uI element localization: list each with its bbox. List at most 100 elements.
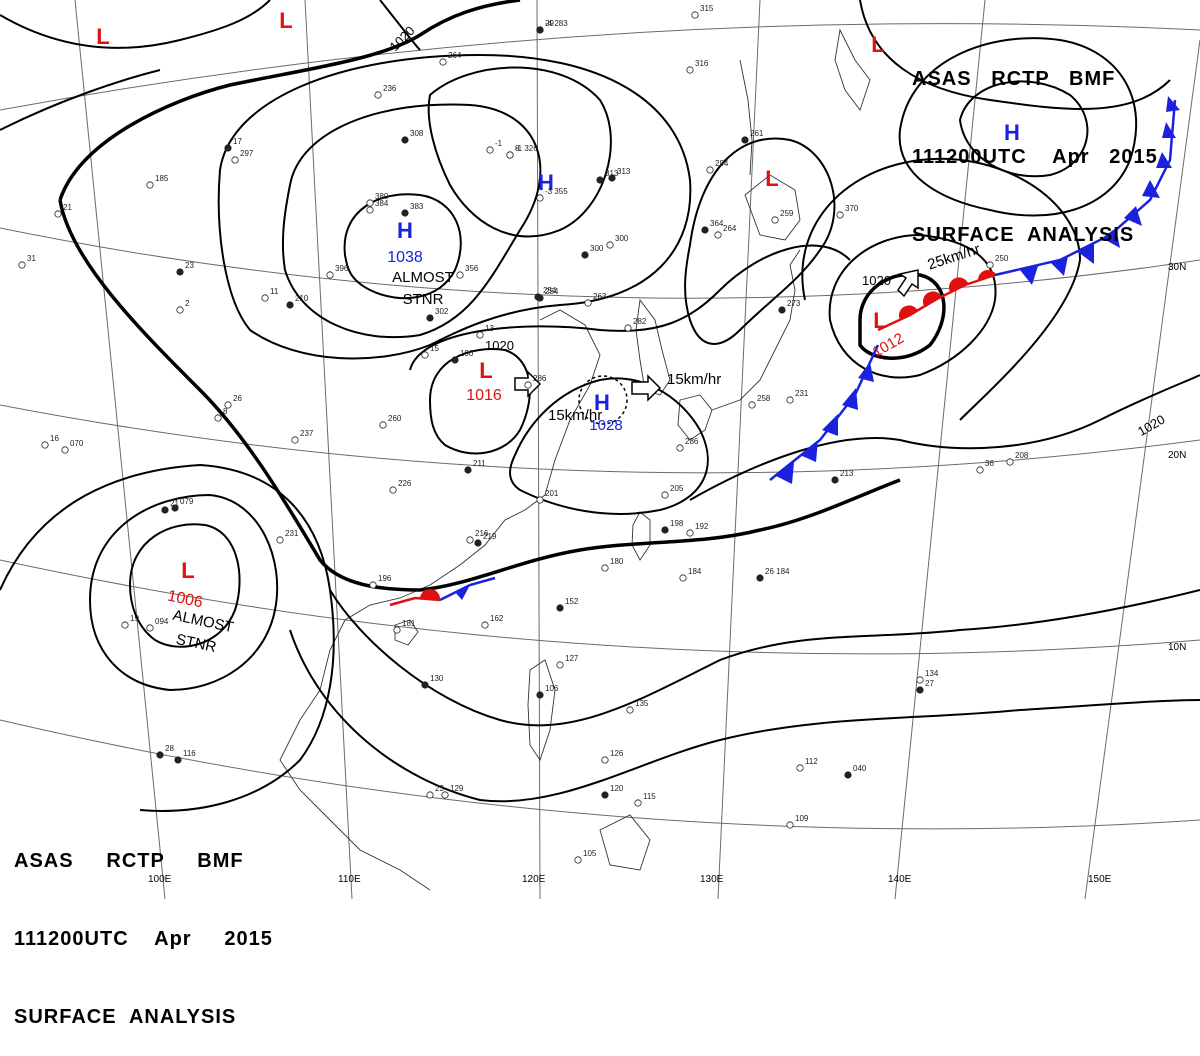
barb — [1156, 152, 1172, 168]
station-label: 294 — [715, 159, 729, 168]
station-label: 216 — [475, 529, 489, 538]
low-symbol: L — [871, 32, 884, 57]
header-line-2: 111200UTC Apr 2015 — [14, 928, 273, 950]
station-label: 205 — [670, 484, 684, 493]
station-marker — [844, 771, 852, 779]
meridian-100e — [74, 0, 166, 899]
station-label: 040 — [853, 764, 867, 773]
station-marker — [379, 421, 387, 429]
station-label: 184 — [688, 567, 702, 576]
station-label: 13 — [485, 324, 494, 333]
station-label: 127 — [565, 654, 579, 663]
barb — [1124, 206, 1142, 226]
latitude-axis: 30N 20N 10N — [1168, 262, 1186, 653]
station-marker — [389, 486, 397, 494]
station-label: 105 — [583, 849, 597, 858]
high-symbol: H — [397, 218, 413, 243]
station-marker — [369, 581, 377, 589]
station-marker — [393, 626, 401, 634]
pressure-centers: H 1038 ALMOST STNR H H H 1028 L 1016 L 1… — [96, 8, 1020, 656]
station-marker — [756, 574, 764, 582]
warm-front-bumps — [420, 270, 996, 600]
indochina-coast — [279, 719, 431, 891]
station-label: 211 — [473, 459, 486, 468]
barb — [1102, 228, 1120, 248]
bump — [922, 291, 942, 306]
station-marker — [18, 261, 26, 269]
low-symbol: L — [279, 8, 292, 33]
station-marker — [176, 306, 184, 314]
station-marker — [171, 504, 179, 512]
station-label: 364 — [710, 219, 724, 228]
header-line-3: SURFACE ANALYSIS — [14, 1006, 237, 1028]
isobar-siberian-high — [427, 66, 612, 238]
station-label: 152 — [565, 597, 579, 606]
barb — [1050, 256, 1068, 276]
station-marker — [464, 466, 472, 474]
station-label: 11 — [270, 287, 279, 296]
station-marker — [524, 381, 532, 389]
map-header-top-right: ASAS RCTP BMF 111200UTC Apr 2015 SURFACE… — [912, 14, 1158, 274]
station-label: 21 — [63, 203, 72, 212]
station-label: 8 — [223, 407, 228, 416]
station-label: 313 — [617, 167, 631, 176]
station-marker — [601, 564, 609, 572]
station-marker — [556, 661, 564, 669]
station-label: 17 — [233, 137, 242, 146]
station-label: 36 — [985, 459, 994, 468]
station-label: 286 — [533, 374, 547, 383]
station-label: 250 — [995, 254, 1009, 263]
high-1028-value: 1028 — [589, 417, 622, 434]
station-marker — [686, 529, 694, 537]
isobar-north-arc — [0, 0, 271, 49]
station-marker — [161, 506, 169, 514]
station-label: 356 — [465, 264, 479, 273]
station-marker — [439, 58, 447, 66]
station-label: 26 184 — [765, 567, 790, 576]
high-1038-value: 1038 — [387, 249, 423, 266]
station-marker — [1006, 458, 1014, 466]
station-label: 106 — [545, 684, 559, 693]
station-label: 135 — [635, 699, 649, 708]
station-marker — [401, 136, 409, 144]
high-1028-dashed-ring — [578, 375, 628, 425]
low-symbol: L — [765, 166, 778, 191]
isobar-pacific-wide — [801, 157, 1082, 421]
luzon — [527, 659, 556, 762]
station-label: 070 — [70, 439, 84, 448]
station-marker — [224, 144, 232, 152]
high-1038-stnr-2: STNR — [403, 291, 444, 308]
cold-front-barbs — [455, 96, 1180, 600]
station-label: 126 — [610, 749, 624, 758]
bump — [420, 588, 441, 600]
isobar-pacific-low-1020 — [828, 233, 997, 379]
lat-label-30n: 30N — [1168, 262, 1186, 273]
station-label: 29 — [545, 19, 554, 28]
station-label: 316 — [695, 59, 709, 68]
station-marker — [474, 539, 482, 547]
low-symbol: L — [479, 358, 492, 383]
station-label: 300 — [590, 244, 604, 253]
barb — [822, 414, 838, 436]
longitude-axis: 100E 110E 120E 130E 140E 150E — [148, 874, 1112, 885]
korea-coast — [635, 298, 671, 396]
isobar-south-1 — [329, 589, 1200, 727]
station-label: -1 — [495, 139, 503, 148]
station-marker — [676, 444, 684, 452]
station-label: 260 — [388, 414, 402, 423]
lon-label-150e: 150E — [1088, 874, 1112, 885]
weather-map-canvas: H 1038 ALMOST STNR H H H 1028 L 1016 L 1… — [0, 0, 1200, 899]
station-label: 226 — [398, 479, 412, 488]
header-line-1: ASAS RCTP BMF — [912, 68, 1116, 90]
station-label: 231 — [285, 529, 299, 538]
coastlines — [279, 28, 871, 891]
station-marker — [506, 151, 514, 159]
mindanao — [599, 814, 651, 871]
station-marker — [796, 764, 804, 772]
barb — [858, 362, 874, 382]
barb — [1142, 180, 1160, 198]
isobar-japan-loop — [684, 137, 836, 345]
station-label: 264 — [448, 51, 462, 60]
station-label: 27 — [925, 679, 934, 688]
station-marker — [441, 791, 449, 799]
